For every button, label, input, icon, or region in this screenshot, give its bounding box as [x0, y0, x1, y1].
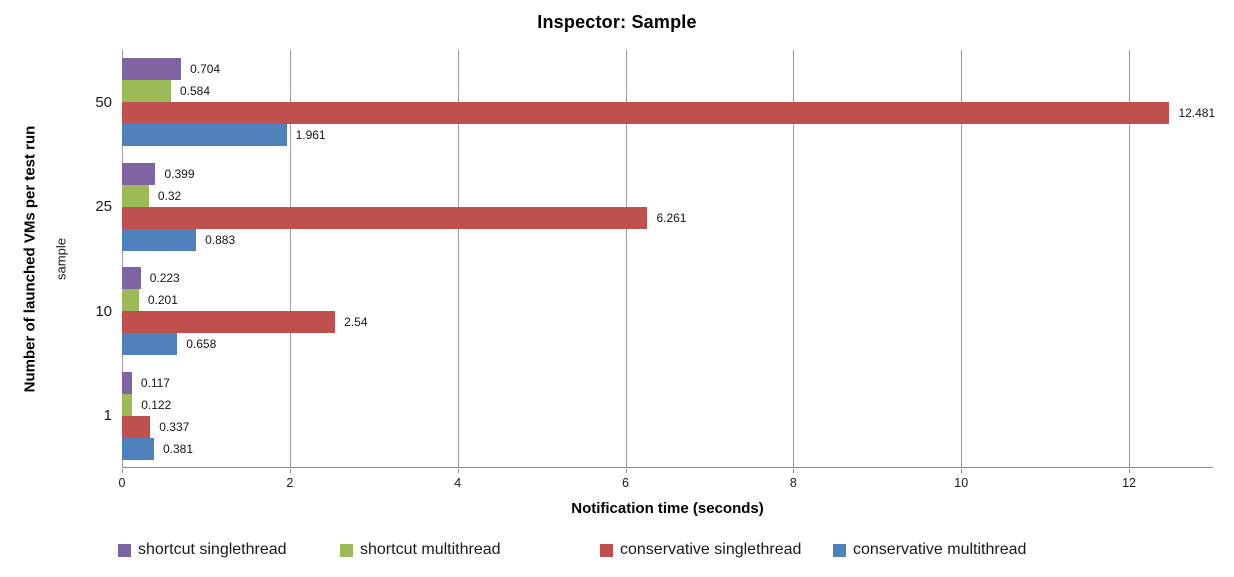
bar-group-1: 0.117 0.122 0.337 0.381: [122, 364, 1213, 469]
x-tick-label: 8: [789, 476, 797, 490]
x-tick-mark: [457, 469, 459, 473]
bar-value-label: 0.883: [205, 232, 236, 247]
legend-label: shortcut multithread: [360, 541, 501, 558]
bar-value-label: 0.704: [190, 62, 221, 77]
bar: 12.481: [122, 102, 1215, 125]
bar: 0.117: [122, 371, 170, 394]
legend-item: shortcut multithread: [340, 541, 501, 559]
bar: 0.584: [122, 80, 210, 103]
category-label: 25: [95, 198, 112, 216]
x-tick-label: 6: [622, 476, 629, 490]
x-tick-label: 2: [286, 476, 294, 490]
legend-swatch: [118, 543, 131, 557]
bar-value-label: 0.337: [159, 419, 190, 434]
legend-item: shortcut singlethread: [118, 541, 287, 559]
chart-title: Inspector: Sample: [537, 12, 697, 32]
bar: 6.261: [122, 206, 686, 229]
gridline: [289, 50, 291, 467]
gridline: [122, 50, 123, 467]
bar: 0.658: [122, 333, 216, 356]
bar-value-label: 0.381: [162, 441, 193, 456]
legend-swatch: [833, 543, 846, 557]
bar-value-label: 0.223: [149, 271, 180, 286]
gridline: [457, 50, 459, 467]
bar: 0.883: [122, 228, 235, 251]
bar: 0.32: [122, 184, 181, 207]
legend-item: conservative multithread: [833, 541, 1026, 559]
x-tick-mark: [625, 469, 627, 473]
x-tick-mark: [1129, 469, 1131, 473]
category-label: 50: [95, 93, 112, 111]
x-tick-mark: [122, 469, 123, 473]
bar-value-label: 0.201: [147, 293, 178, 308]
gridline: [1129, 50, 1131, 467]
bar-value-label: 0.117: [140, 375, 170, 390]
bar: 2.54: [122, 311, 368, 334]
bar: 1.961: [122, 124, 326, 147]
bar: 0.399: [122, 162, 195, 185]
bar-group-25: 0.399 0.32 6.261 0.883: [122, 155, 1213, 260]
bar-group-10: 0.223 0.201 2.54 0.658: [122, 259, 1213, 364]
legend-label: conservative multithread: [853, 541, 1027, 558]
legend-label: shortcut singlethread: [138, 541, 287, 558]
bar: 0.223: [122, 267, 180, 290]
x-tick-mark: [961, 469, 963, 473]
legend-swatch: [600, 543, 613, 557]
bar-value-label: 2.54: [344, 315, 368, 330]
bar: 0.704: [122, 58, 220, 81]
legend: shortcut singlethread shortcut multithrea…: [0, 541, 1234, 563]
legend-item: conservative singlethread: [600, 541, 801, 559]
bar-value-label: 0.122: [141, 397, 172, 412]
category-label: 1: [103, 407, 112, 425]
x-tick-label: 12: [1122, 476, 1137, 490]
x-axis-title: Notification time (seconds): [571, 500, 764, 517]
x-tick-mark: [793, 469, 795, 473]
bar-value-label: 12.481: [1178, 106, 1216, 121]
bar-value-label: 6.261: [656, 210, 687, 225]
gridline: [625, 50, 627, 467]
bar: 0.381: [122, 437, 193, 460]
gridline: [793, 50, 795, 467]
x-tick-label: 4: [454, 476, 462, 490]
bar: 0.201: [122, 289, 178, 312]
bar-value-label: 1.961: [295, 128, 326, 143]
bar: 0.122: [122, 393, 171, 416]
bar-value-label: 0.399: [164, 166, 195, 181]
bar-value-label: 0.32: [157, 188, 182, 203]
legend-label: conservative singlethread: [620, 541, 802, 558]
x-tick-label: 0: [118, 476, 126, 490]
gridline: [961, 50, 963, 467]
bar-value-label: 0.584: [180, 84, 211, 99]
legend-swatch: [340, 543, 353, 557]
plot-area: 0.704 0.584 12.481 1.961 0.399 0.32 6.261 0.883…: [122, 50, 1215, 469]
category-label: 10: [95, 302, 112, 320]
x-tick-mark: [289, 469, 291, 473]
bar: 0.337: [122, 415, 189, 438]
x-tick-label: 10: [954, 476, 969, 490]
bar-value-label: 0.658: [186, 337, 217, 352]
bar-group-50: 0.704 0.584 12.481 1.961: [122, 50, 1215, 155]
